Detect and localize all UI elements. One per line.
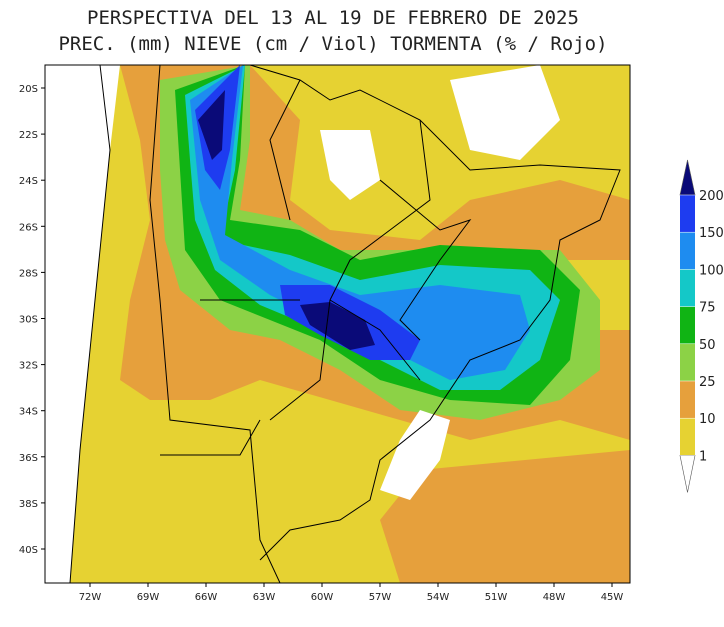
colorbar-cap [679, 455, 696, 493]
lon-label: 45W [601, 592, 624, 603]
colorbar-label: 150 [699, 226, 724, 241]
lat-label: 22S [19, 130, 38, 141]
colorbar-box [680, 306, 695, 344]
lon-label: 48W [543, 592, 566, 603]
lon-label: 72W [79, 592, 102, 603]
colorbar-box [680, 269, 695, 307]
lon-label: 54W [427, 592, 450, 603]
lat-label: 34S [19, 407, 38, 418]
lat-label: 30S [19, 315, 38, 326]
lat-label: 20S [19, 84, 38, 95]
lon-label: 57W [369, 592, 392, 603]
colorbar-label: 75 [699, 301, 716, 316]
colorbar-label: 200 [699, 189, 724, 204]
colorbar-label: 25 [699, 375, 716, 390]
map-frame [44, 64, 631, 584]
lat-label: 36S [19, 453, 38, 464]
axes: 20S 22S 24S 26S 28S 30S 32S 34S 36S 38S 40S 72W 69W 6… [19, 84, 623, 603]
colorbar-label: 50 [699, 338, 716, 353]
colorbar-box [680, 418, 695, 456]
colorbar-box [680, 381, 695, 419]
lat-label: 28S [19, 268, 38, 279]
lat-label: 40S [19, 545, 38, 556]
colorbar-box [680, 195, 695, 233]
precipitation-field [45, 65, 630, 583]
lon-label: 51W [485, 592, 508, 603]
colorbar-label: 10 [699, 412, 716, 427]
colorbar-label: 1 [699, 449, 707, 464]
colorbar-cap [679, 159, 696, 196]
lon-label: 63W [253, 592, 276, 603]
title: PERSPECTIVA DEL 13 AL 19 DE FEBRERO DE 2… [87, 7, 579, 29]
lat-label: 38S [19, 499, 38, 510]
lat-label: 24S [19, 176, 38, 187]
lat-label: 32S [19, 361, 38, 372]
colorbar-label: 100 [699, 263, 724, 278]
lon-label: 66W [195, 592, 218, 603]
lon-label: 60W [311, 592, 334, 603]
subtitle: PREC. (mm) NIEVE (cm / Viol) TORMENTA (%… [58, 33, 607, 55]
lat-label: 26S [19, 222, 38, 233]
colorbar: 200 150 100 75 50 25 10 1 [679, 159, 724, 493]
colorbar-box [680, 232, 695, 270]
colorbar-box [680, 343, 695, 381]
lon-label: 69W [137, 592, 160, 603]
